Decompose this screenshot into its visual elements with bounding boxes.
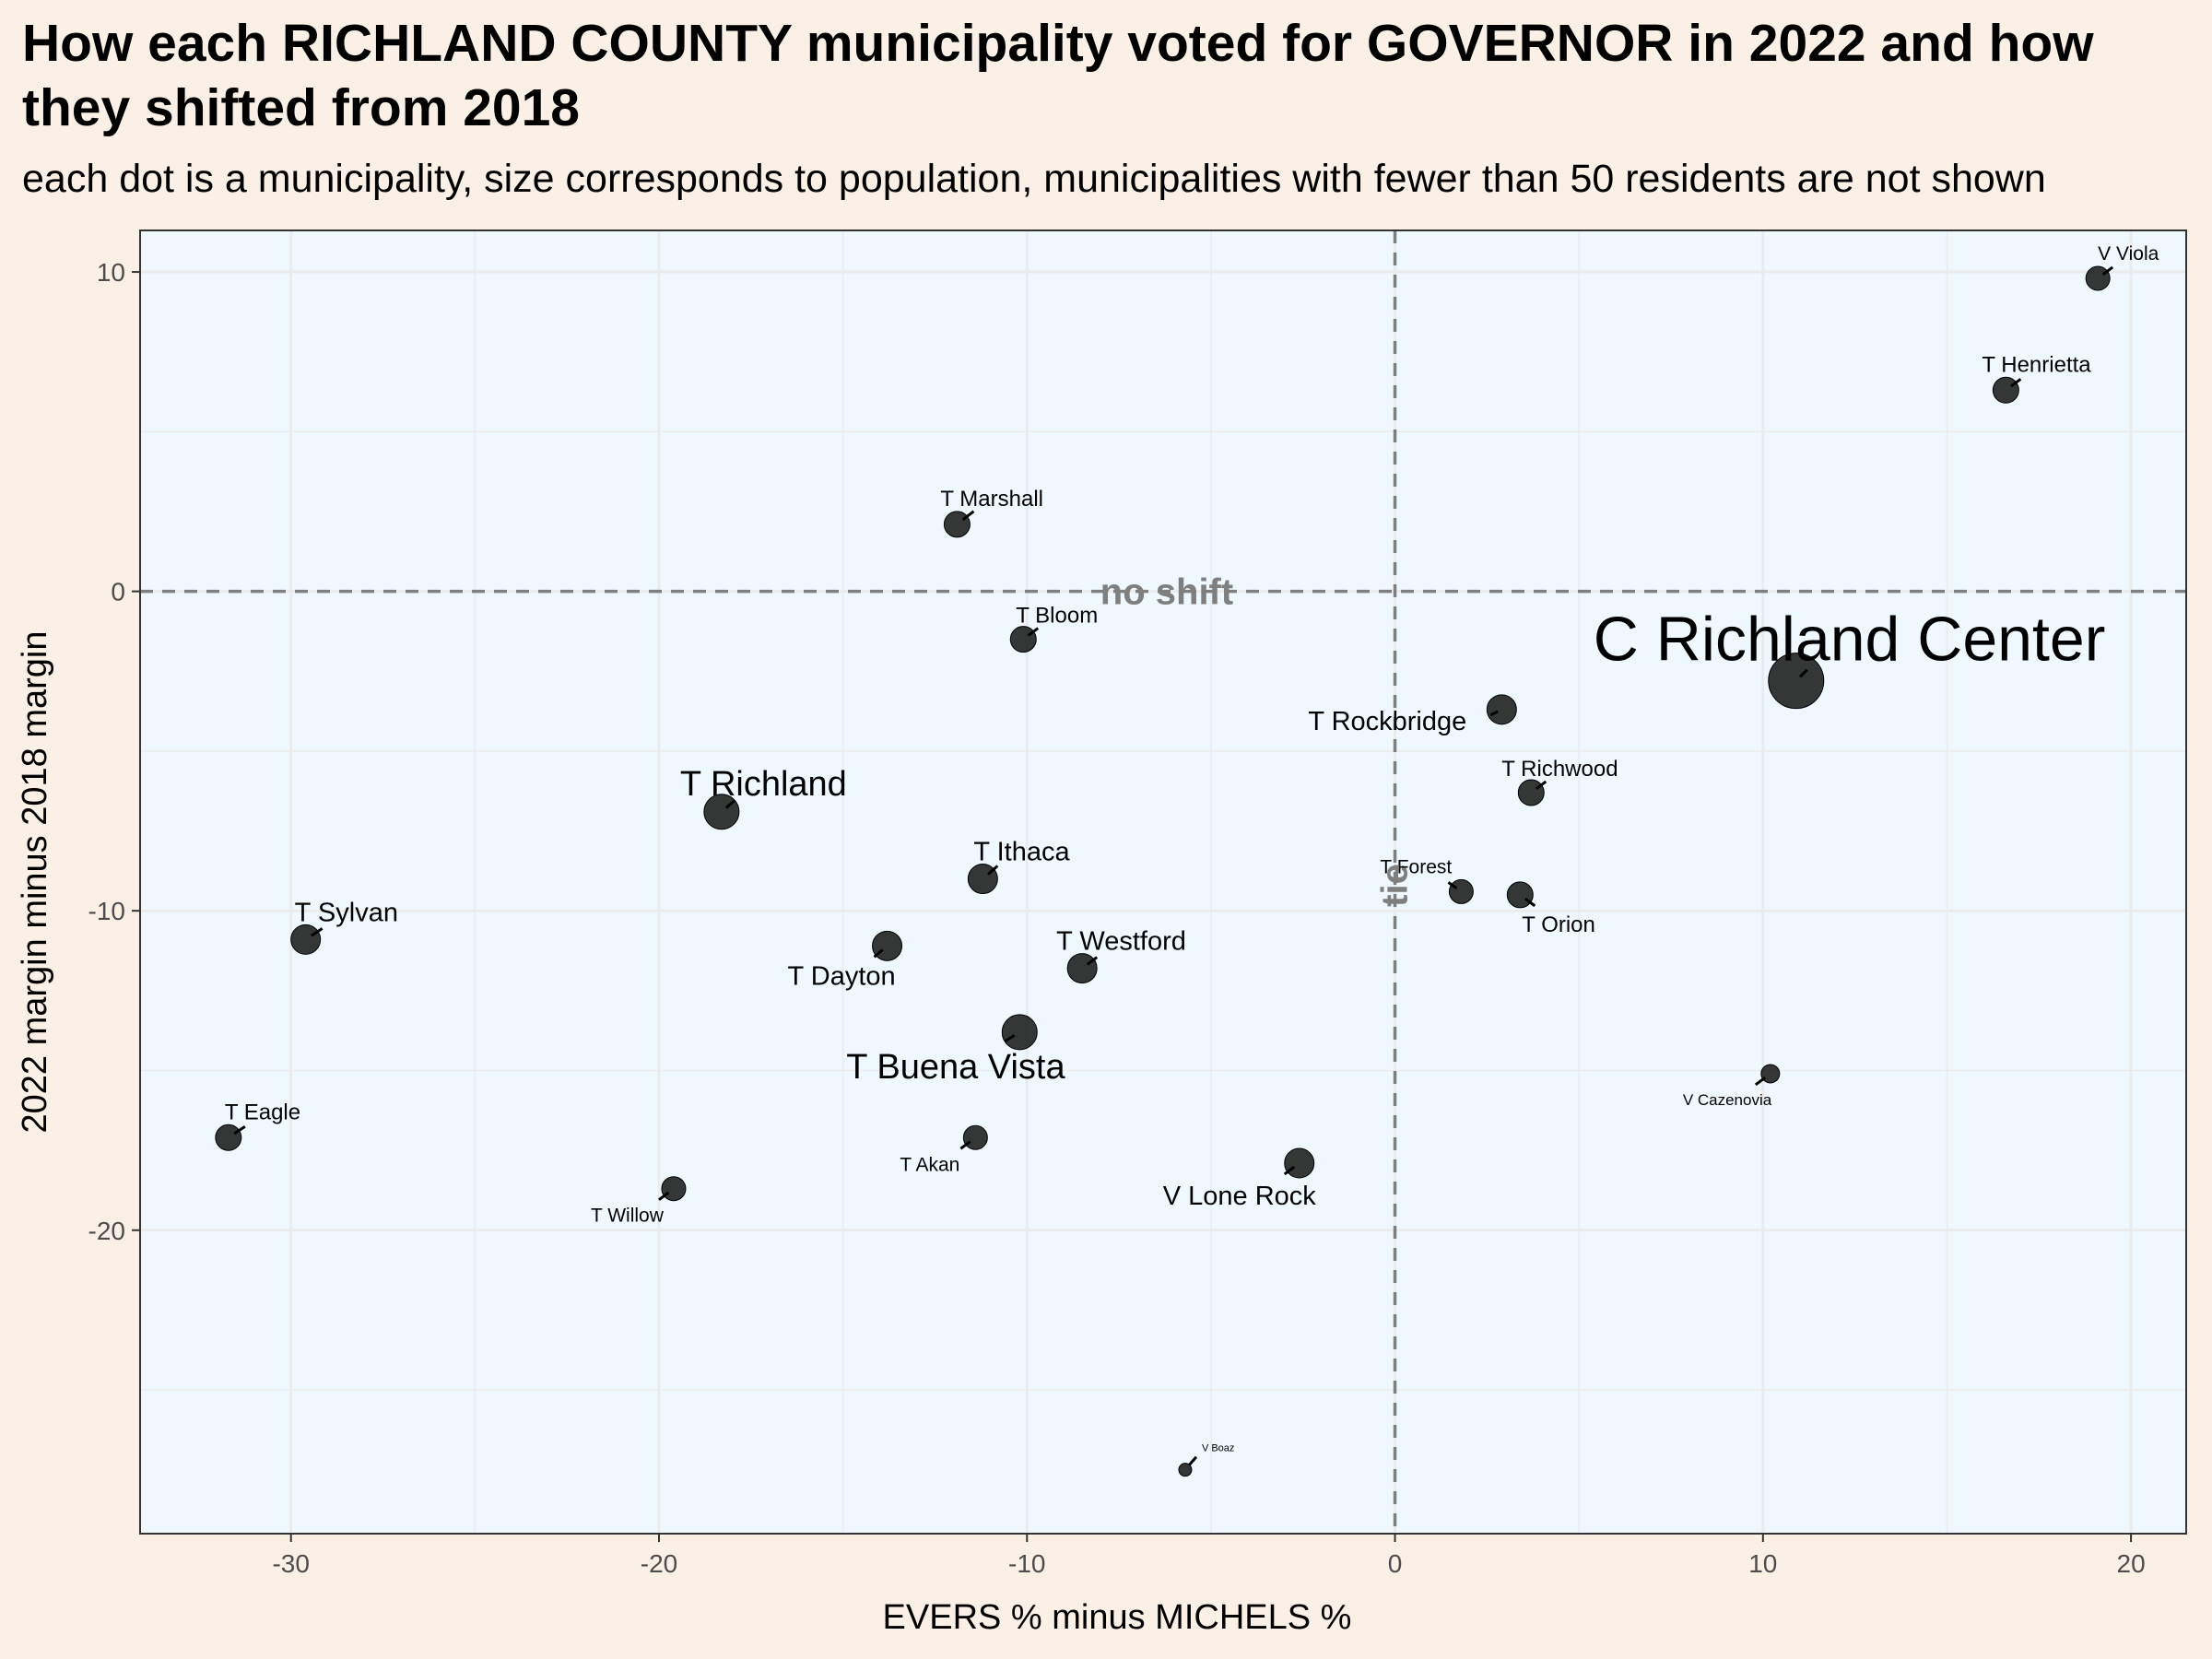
point-label: V Viola <box>2098 243 2159 265</box>
y-axis-label: 2022 margin minus 2018 margin <box>16 631 54 1134</box>
x-tick-label: 20 <box>2117 1549 2146 1578</box>
y-tick-label: 0 <box>111 578 125 606</box>
data-point <box>943 511 971 538</box>
y-tick-label: -10 <box>88 897 125 925</box>
point-label: T Sylvan <box>295 898 398 927</box>
data-point <box>215 1124 242 1151</box>
point-label: T Richland <box>680 765 847 804</box>
x-tick-label: -10 <box>1008 1549 1045 1578</box>
no-shift-label: no shift <box>1100 572 1233 613</box>
label-connector <box>658 1191 670 1201</box>
label-connector <box>961 510 975 522</box>
point-label: T Ithaca <box>973 838 1070 867</box>
x-axis-label: EVERS % minus MICHELS % <box>883 1598 1352 1637</box>
label-connector <box>2101 265 2114 276</box>
point-label: T Richwood <box>1501 757 1618 782</box>
plot-panel <box>140 230 2186 1534</box>
label-connector <box>724 799 735 809</box>
point-label: V Cazenovia <box>1683 1091 1772 1109</box>
data-point <box>962 1124 988 1150</box>
data-point <box>661 1176 687 1202</box>
data-point <box>1448 878 1474 904</box>
data-point <box>1178 1463 1193 1477</box>
label-connector <box>873 948 884 959</box>
label-connector <box>233 1125 246 1135</box>
point-label: T Rockbridge <box>1308 707 1466 736</box>
data-point <box>1486 694 1517 725</box>
label-connector <box>1524 897 1536 908</box>
data-point <box>1009 626 1037 653</box>
label-connector <box>1086 956 1099 966</box>
data-point <box>290 924 322 955</box>
point-label: T Forest <box>1380 856 1452 877</box>
point-label: T Akan <box>900 1154 959 1175</box>
point-label: C Richland Center <box>1594 605 2106 675</box>
point-label: T Marshall <box>940 487 1043 512</box>
data-point <box>1506 881 1534 909</box>
data-point <box>1066 953 1098 984</box>
label-connector <box>2010 378 2022 388</box>
point-label: T Henrietta <box>1982 352 2091 377</box>
chart-subtitle: each dot is a municipality, size corresp… <box>22 157 2046 201</box>
data-points <box>215 265 2111 1477</box>
x-tick-label: 0 <box>1388 1549 1403 1578</box>
label-connector <box>959 1140 971 1150</box>
label-connector <box>1027 627 1040 637</box>
data-point <box>1760 1064 1781 1084</box>
x-tick-label: 10 <box>1748 1549 1777 1578</box>
grid-minor <box>140 230 2186 1534</box>
point-label: T Buena Vista <box>846 1048 1065 1087</box>
data-point <box>2085 265 2111 291</box>
data-point <box>1768 653 1825 710</box>
point-label: T Westford <box>1056 927 1186 957</box>
label-connector <box>1283 1165 1296 1176</box>
y-tick-label: 10 <box>97 258 125 287</box>
label-connector <box>1754 1076 1767 1087</box>
data-point <box>1001 1014 1038 1051</box>
point-label: T Eagle <box>225 1100 300 1124</box>
data-point <box>1992 376 2019 404</box>
point-label: T Dayton <box>788 961 896 991</box>
x-axis: -30 -20 -10 0 10 20 <box>272 1534 2146 1578</box>
x-tick-label: -20 <box>641 1549 677 1578</box>
y-axis: -20 -10 0 10 <box>88 258 140 1245</box>
point-label: T Orion <box>1522 912 1595 937</box>
y-tick-label: -20 <box>88 1217 125 1245</box>
reference-lines: no shift tie <box>140 230 2186 1534</box>
label-connectors <box>233 265 2114 1466</box>
label-connector <box>1489 710 1499 717</box>
label-connector <box>1798 668 1808 678</box>
label-connector <box>1004 1034 1016 1043</box>
point-label: T Willow <box>591 1206 665 1227</box>
point-label: V Boaz <box>1202 1443 1234 1454</box>
label-connector <box>1535 780 1547 790</box>
tie-label: tie <box>1375 864 1416 907</box>
label-connector <box>311 927 324 937</box>
point-labels: V Viola T Henrietta T Marshall T Bloom C Ric… <box>225 243 2159 1454</box>
label-connector <box>1447 881 1458 890</box>
x-tick-label: -30 <box>272 1549 309 1578</box>
data-point <box>1517 779 1545 806</box>
data-point <box>1284 1147 1315 1179</box>
chart-title: How each RICHLAND COUNTY municipality vo… <box>22 14 2094 137</box>
point-label: V Lone Rock <box>1163 1182 1317 1211</box>
label-connector <box>1188 1455 1198 1466</box>
point-label: T Bloom <box>1016 604 1098 629</box>
plot-border <box>139 229 2187 1535</box>
label-connector <box>986 865 999 876</box>
